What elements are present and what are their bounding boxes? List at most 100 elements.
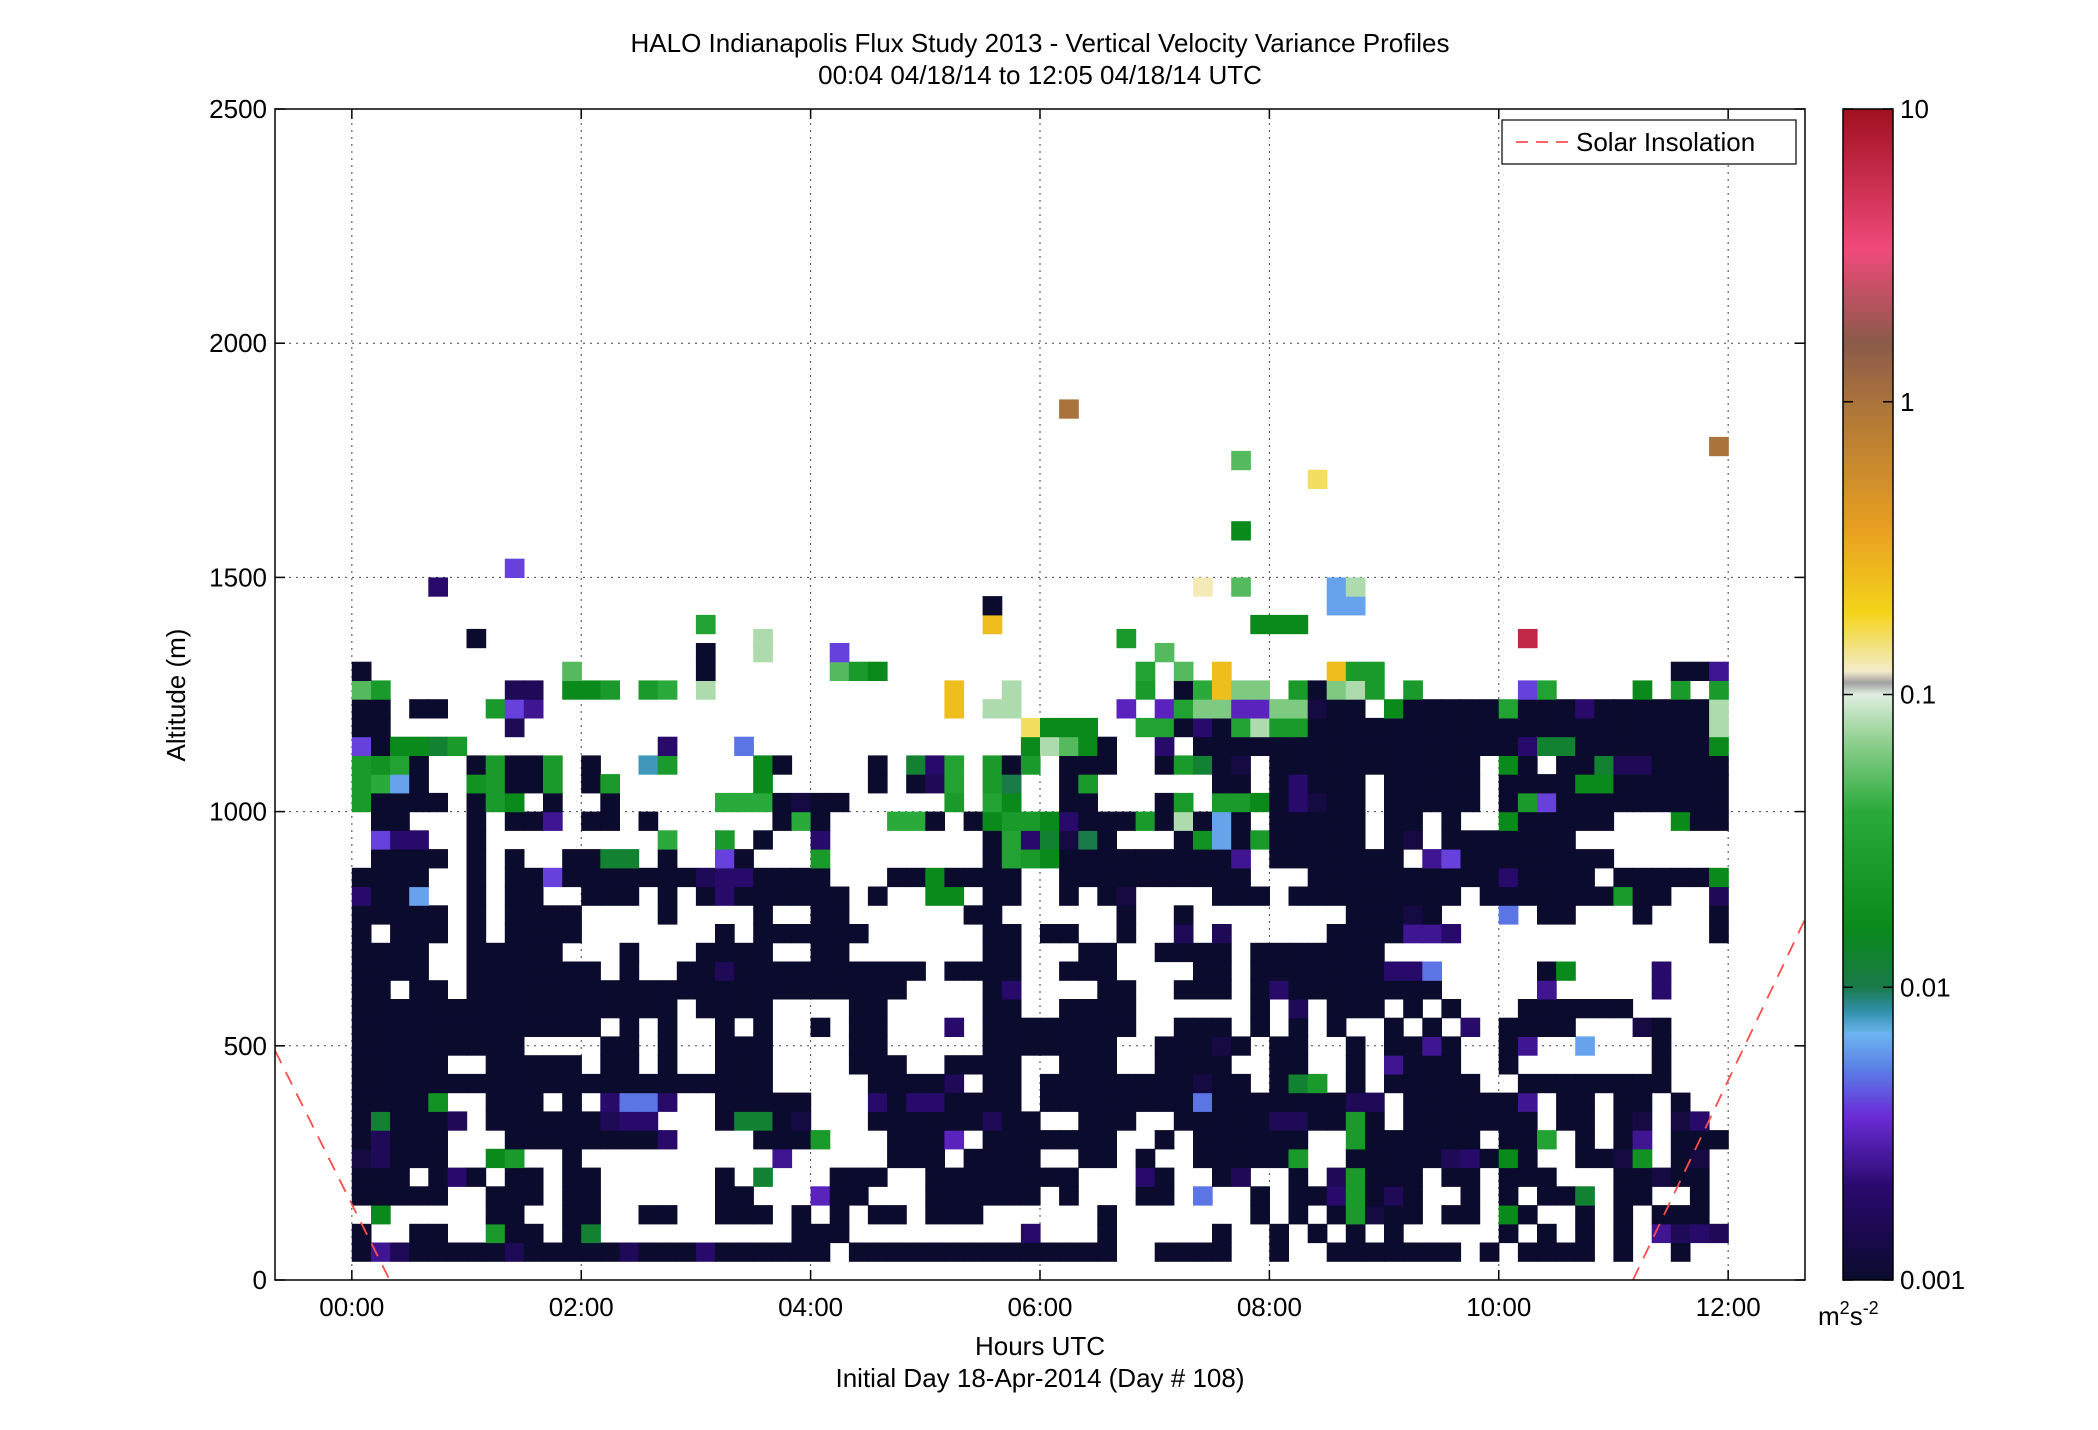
heatmap-cell [715,1205,735,1225]
heatmap-cell [1441,774,1462,794]
heatmap-cell [925,1148,945,1169]
heatmap-cell [504,774,525,794]
heatmap-cell [715,867,735,888]
heatmap-cell [1441,1055,1462,1075]
heatmap-cell [1097,1055,1117,1075]
heatmap-cell [1517,1130,1538,1150]
heatmap-cell [982,924,1003,944]
heatmap-cell [1059,849,1079,869]
heatmap-cell [1498,792,1519,813]
heatmap-cell [1288,614,1309,635]
heatmap-cell [1537,999,1557,1019]
heatmap-cell [734,849,754,869]
heatmap-cell [1269,774,1289,794]
heatmap-cell [1020,1111,1041,1131]
heatmap-cell [1403,1148,1423,1169]
heatmap-cell [1269,980,1289,1000]
heatmap-cell [1059,792,1079,813]
heatmap-cell [982,614,1003,635]
heatmap-cell [523,699,544,719]
heatmap-cell [351,792,372,813]
heatmap-cell [1422,886,1442,906]
heatmap-cell [371,736,391,756]
heatmap-cell [1403,1036,1423,1056]
heatmap-cell [1460,699,1481,719]
heatmap-cell [1422,1148,1442,1169]
heatmap-cell [1154,1073,1175,1094]
x-axis-sublabel: Initial Day 18-Apr-2014 (Day # 108) [836,1363,1245,1393]
heatmap-cell [1269,792,1289,813]
heatmap-cell [351,942,372,963]
heatmap-cell [1078,1092,1098,1112]
heatmap-cell [1231,717,1251,738]
heatmap-cell [1193,1017,1213,1037]
heatmap-cell [1193,680,1213,700]
heatmap-cell [1040,1073,1060,1094]
heatmap-cell [1498,1205,1519,1225]
heatmap-cell [734,1092,754,1112]
heatmap-cell [1326,924,1347,944]
heatmap-cell [485,961,506,981]
heatmap-cell [1441,755,1462,775]
heatmap-cell [1288,792,1309,813]
heatmap-cell [1212,1167,1232,1187]
chart-title: HALO Indianapolis Flux Study 2013 - Vert… [631,28,1450,58]
heatmap-cell [1059,1167,1079,1187]
heatmap-cell [1154,1130,1175,1150]
heatmap-cell [1345,830,1366,850]
colorbar: 0.001 0.01 0.1 1 10 m2s-2 [1818,94,1965,1331]
heatmap-cell [1460,1092,1481,1112]
heatmap-cell [829,1167,850,1187]
heatmap-cell [1250,830,1270,850]
heatmap-cell [562,1186,582,1206]
heatmap-cell [1403,1205,1423,1225]
heatmap-cell [1556,1242,1576,1262]
heatmap-cell [1498,755,1519,775]
heatmap-cell [581,811,601,831]
heatmap-cell [1556,1073,1576,1094]
heatmap-cell [1651,886,1672,906]
heatmap-cell [753,980,773,1000]
heatmap-cell [390,1242,410,1262]
heatmap-cell [447,736,468,756]
heatmap-cell [676,867,697,888]
heatmap-cell [466,886,487,906]
heatmap-cell [1231,680,1251,700]
heatmap-cell [351,736,372,756]
heatmap-cell [1384,867,1404,888]
heatmap-cell [1575,1036,1595,1056]
heatmap-cell [619,1017,640,1037]
heatmap-cell [1001,886,1022,906]
heatmap-cell [523,905,544,925]
heatmap-cell [1154,1242,1175,1262]
heatmap-cell [1689,1148,1710,1169]
heatmap-cell [1307,961,1328,981]
heatmap-cell [734,736,754,756]
heatmap-cell [1498,774,1519,794]
heatmap-cell [1422,980,1442,1000]
heatmap-cell [715,1036,735,1056]
heatmap-cell [1212,680,1232,700]
heatmap-cell [1345,755,1366,775]
heatmap-cell [1709,905,1729,925]
heatmap-cell [695,680,716,700]
heatmap-cell [1231,736,1251,756]
heatmap-cell [1173,1242,1194,1262]
heatmap-cell [772,1242,793,1262]
heatmap-cell [428,1092,448,1112]
heatmap-cell [1040,849,1060,869]
heatmap-cell [1441,1130,1462,1150]
heatmap-cell [1040,717,1060,738]
heatmap-cell [1193,577,1213,597]
heatmap-cell [390,1036,410,1056]
heatmap-cell [371,1111,391,1131]
heatmap-cell [1403,1055,1423,1075]
heatmap-cell [1212,1036,1232,1056]
heatmap-cell [1594,792,1615,813]
heatmap-cell [1651,774,1672,794]
heatmap-cell [390,830,410,850]
heatmap-cell [1059,717,1079,738]
heatmap-cell [1632,755,1653,775]
heatmap-cell [581,999,601,1019]
heatmap-cell [1403,886,1423,906]
